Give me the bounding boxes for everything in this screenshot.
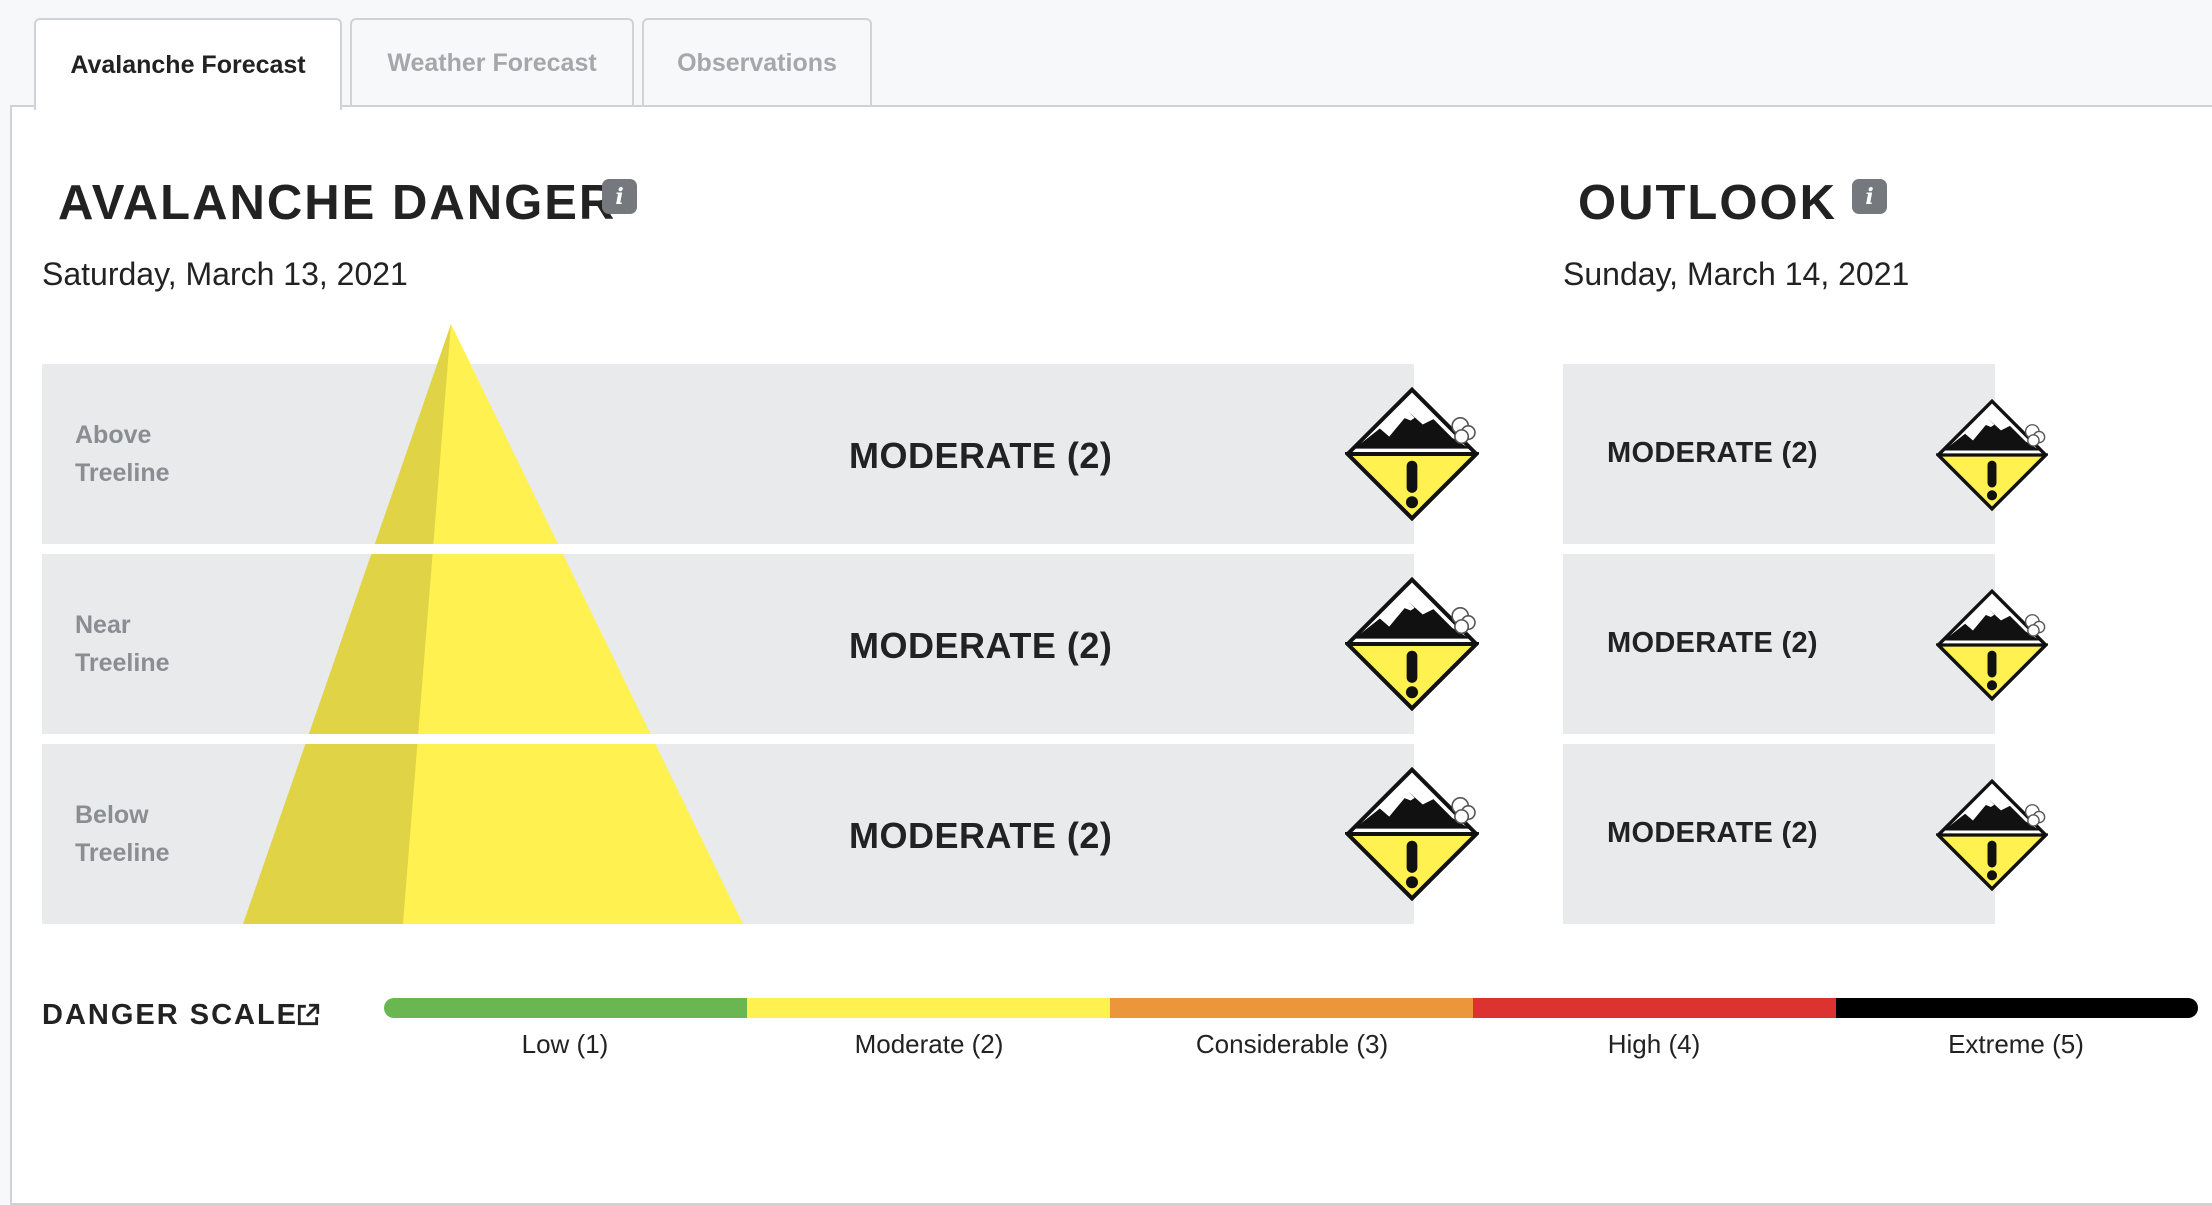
scale-bar-moderate [747,998,1111,1018]
danger-date: Saturday, March 13, 2021 [42,256,408,292]
elevation-label-above: Above Treeline [75,421,170,487]
outlook-title: OUTLOOK [1578,176,1837,230]
pyramid-shade [243,324,451,924]
external-link-icon[interactable] [295,1002,321,1028]
elevation-label-below: Below Treeline [75,801,170,867]
elevation-label-near: Near Treeline [75,611,170,677]
danger-rating-below: MODERATE (2) [849,815,1113,856]
scale-label-high: High (4) [1607,1029,1701,1059]
tab-weather-forecast[interactable]: Weather Forecast [350,18,634,106]
danger-row-near-treeline [42,554,1414,734]
outlook-row-below-treeline [1563,744,1995,924]
scale-label-moderate: Moderate (2) [854,1029,1004,1059]
avalanche-danger-title: AVALANCHE DANGER [58,176,617,230]
elevation-pyramid [200,324,780,924]
scale-bar-high [1473,998,1837,1018]
tab-observations[interactable]: Observations [642,18,872,106]
pyramid-body [243,324,743,924]
outlook-rating-below: MODERATE (2) [1607,817,1818,849]
danger-rating-above: MODERATE (2) [849,435,1113,476]
outlook-row-above-treeline [1563,364,1995,544]
danger-row-above-treeline [42,364,1414,544]
outlook-info-icon[interactable]: i [1852,179,1887,214]
moderate-danger-icon [1345,577,1479,711]
danger-scale-title[interactable]: DANGER SCALE [42,999,299,1031]
scale-bar-low [384,998,748,1018]
scale-bar-considerable [1110,998,1474,1018]
danger-info-icon[interactable]: i [602,179,637,214]
pyramid-gap-upper [200,544,780,554]
outlook-row-near-treeline [1563,554,1995,734]
scale-bar-extreme [1836,998,2198,1018]
scale-label-considerable: Considerable (3) [1195,1029,1389,1059]
moderate-danger-icon [1936,589,2048,701]
tab-avalanche-forecast[interactable]: Avalanche Forecast [34,18,342,110]
moderate-danger-icon [1936,399,2048,511]
moderate-danger-icon [1345,387,1479,521]
outlook-rating-above: MODERATE (2) [1607,437,1818,469]
scale-label-low: Low (1) [521,1029,609,1059]
outlook-date: Sunday, March 14, 2021 [1563,256,1910,292]
danger-rating-near: MODERATE (2) [849,625,1113,666]
outlook-rating-near: MODERATE (2) [1607,627,1818,659]
pyramid-gap-lower [200,734,780,744]
scale-label-extreme: Extreme (5) [1948,1029,2084,1059]
moderate-danger-icon [1936,779,2048,891]
moderate-danger-icon [1345,767,1479,901]
